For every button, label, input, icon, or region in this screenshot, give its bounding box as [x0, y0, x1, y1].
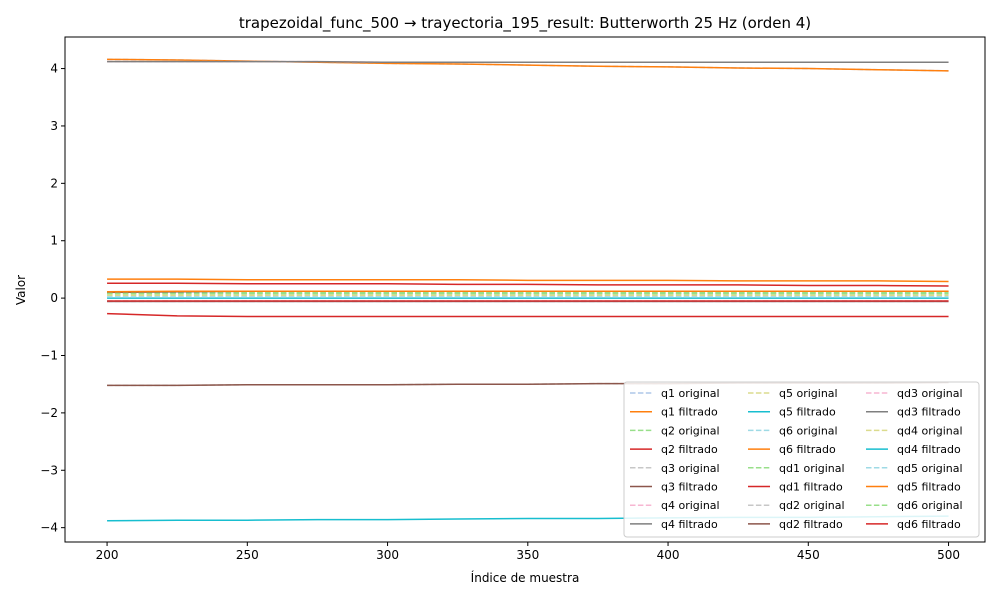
- x-tick-label: 450: [797, 548, 820, 562]
- legend-label: qd1 filtrado: [779, 481, 843, 494]
- legend-item: q6 original: [748, 424, 838, 437]
- legend-item: qd4 filtrado: [866, 443, 961, 456]
- legend-item: q3 original: [630, 462, 720, 475]
- legend-label: qd4 filtrado: [897, 443, 961, 456]
- legend-label: q2 filtrado: [661, 443, 718, 456]
- plot-frame: [64, 36, 986, 543]
- legend-label: q5 original: [779, 387, 838, 400]
- legend-item: qd3 original: [866, 387, 963, 400]
- series-line-q2-filtrado: [107, 282, 949, 287]
- legend-item: q4 original: [630, 499, 720, 512]
- y-tick-label: 0: [50, 291, 58, 305]
- legend-label: qd6 original: [897, 499, 963, 512]
- legend-item: q4 filtrado: [630, 518, 718, 531]
- legend-item: q1 original: [630, 387, 720, 400]
- y-tick-label: 2: [50, 176, 58, 190]
- chart-title: trapezoidal_func_500 → trayectoria_195_r…: [239, 14, 811, 33]
- y-tick-label: −1: [40, 348, 58, 362]
- legend-label: q3 original: [661, 462, 720, 475]
- y-tick-label: −3: [40, 463, 58, 477]
- legend-label: qd2 filtrado: [779, 518, 843, 531]
- legend: q1 original q1 filtrado q2 original q2 filt…: [623, 381, 980, 538]
- plot-area: 200 250 300 350 400 450 500 −4 −3 −2 −1 0 1 2 3 4: [40, 36, 986, 562]
- legend-item: q1 filtrado: [630, 406, 718, 419]
- legend-item: q2 original: [630, 424, 720, 437]
- legend-label: q2 original: [661, 424, 720, 437]
- legend-item: q5 filtrado: [748, 406, 836, 419]
- legend-item: qd1 filtrado: [748, 481, 843, 494]
- legend-item: q2 filtrado: [630, 443, 718, 456]
- legend-item: q5 original: [748, 387, 838, 400]
- legend-label: q4 original: [661, 499, 720, 512]
- legend-item: qd5 original: [866, 462, 963, 475]
- y-tick-label: 4: [50, 62, 58, 76]
- y-axis-label: Valor: [14, 275, 28, 305]
- legend-item: q3 filtrado: [630, 481, 718, 494]
- legend-label: qd2 original: [779, 499, 845, 512]
- legend-label: qd3 original: [897, 387, 963, 400]
- legend-label: qd4 original: [897, 424, 963, 437]
- legend-label: q4 filtrado: [661, 518, 718, 531]
- legend-label: q1 original: [661, 387, 720, 400]
- legend-item: qd4 original: [866, 424, 963, 437]
- legend-item: q6 filtrado: [748, 443, 836, 456]
- legend-item: qd2 filtrado: [748, 518, 843, 531]
- y-tick-label: −2: [40, 406, 58, 420]
- legend-label: qd3 filtrado: [897, 406, 961, 419]
- legend-item: qd6 original: [866, 499, 963, 512]
- x-tick-label: 400: [657, 548, 680, 562]
- x-axis-label: Índice de muestra: [471, 570, 580, 585]
- x-tick-label: 300: [376, 548, 399, 562]
- legend-label: q5 filtrado: [779, 406, 836, 419]
- series-lines: [107, 58, 949, 522]
- x-tick-label: 350: [516, 548, 539, 562]
- legend-label: qd1 original: [779, 462, 845, 475]
- legend-item: qd1 original: [748, 462, 845, 475]
- legend-label: q3 filtrado: [661, 481, 718, 494]
- legend-label: qd5 original: [897, 462, 963, 475]
- y-tick-label: 3: [50, 119, 58, 133]
- x-tick-label: 250: [236, 548, 259, 562]
- x-tick-label: 500: [937, 548, 960, 562]
- legend-label: qd6 filtrado: [897, 518, 961, 531]
- y-tick-label: 1: [50, 234, 58, 248]
- series-line-qd1-filtrado: [107, 312, 949, 318]
- series-line-q4-filtrado: [107, 60, 949, 63]
- legend-item: qd3 filtrado: [866, 406, 961, 419]
- legend-label: q6 filtrado: [779, 443, 836, 456]
- legend-item: qd5 filtrado: [866, 481, 961, 494]
- series-line-qd5-filtrado: [107, 290, 949, 293]
- legend-box: [623, 381, 980, 538]
- y-tick-label: −4: [40, 521, 58, 535]
- legend-item: qd6 filtrado: [866, 518, 961, 531]
- legend-item: qd2 original: [748, 499, 845, 512]
- series-line-q6-filtrado: [107, 278, 949, 283]
- legend-label: q6 original: [779, 424, 838, 437]
- legend-label: qd5 filtrado: [897, 481, 961, 494]
- legend-label: q1 filtrado: [661, 406, 718, 419]
- x-tick-label: 200: [96, 548, 119, 562]
